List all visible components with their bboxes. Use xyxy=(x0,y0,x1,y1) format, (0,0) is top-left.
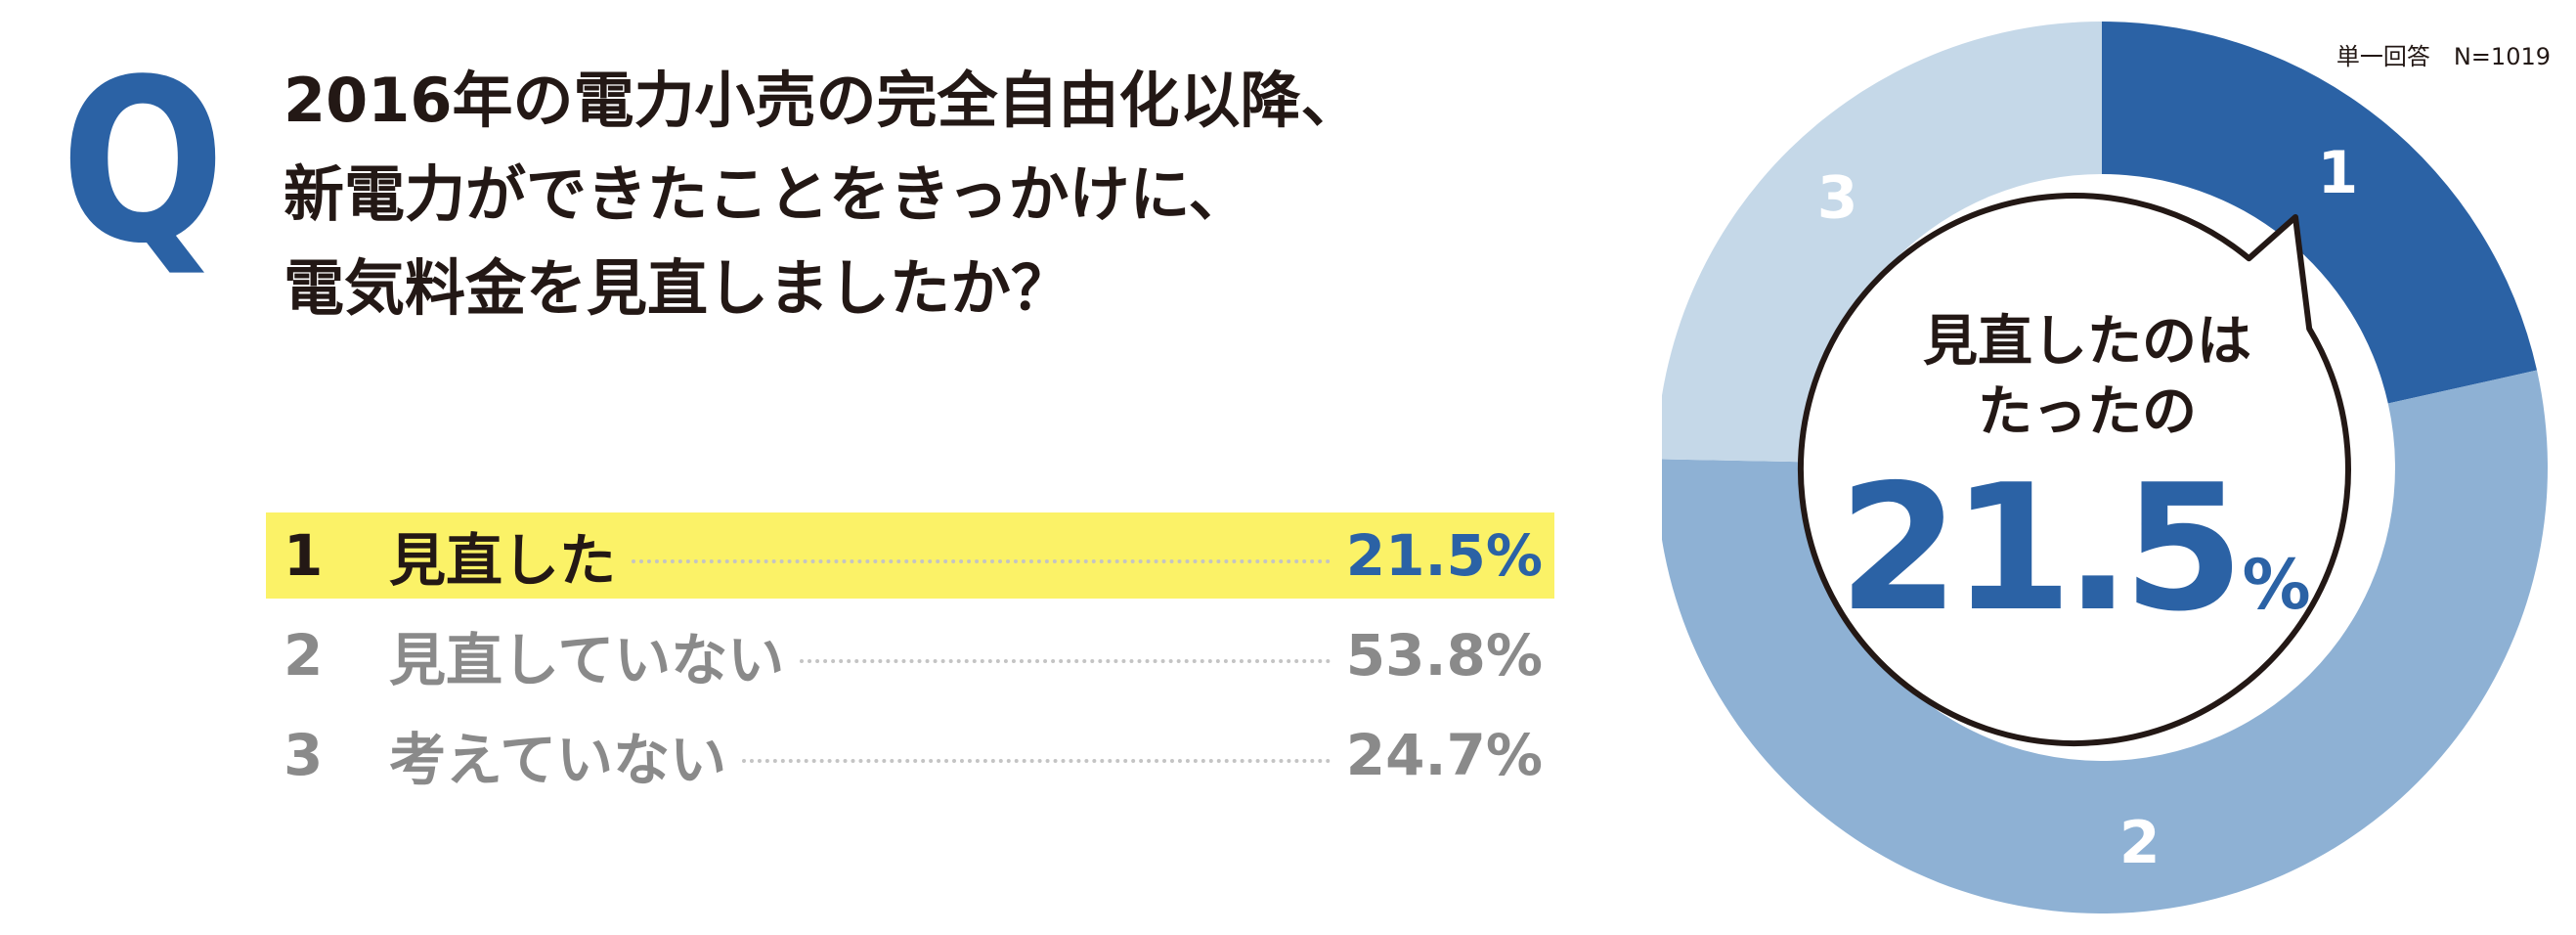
sample-note: 単一回答 N=1019 xyxy=(2336,43,2551,70)
answer-row-2: 2 見直していない 53.8% xyxy=(266,612,1554,698)
leader-dots xyxy=(632,559,1331,563)
slice-label-3: 3 xyxy=(1817,163,1858,232)
question-mark: Q xyxy=(61,32,226,293)
donut-slice-1 xyxy=(2102,22,2538,404)
answer-number: 3 xyxy=(284,722,324,788)
donut-slice-3 xyxy=(1662,22,2102,463)
leader-dots xyxy=(800,659,1331,663)
answer-percent: 21.5% xyxy=(1345,522,1543,589)
leader-dots xyxy=(742,759,1331,763)
slice-labels: 1 2 3 xyxy=(1817,139,2358,877)
callout-bubble: 見直したのは たったの 21.5% xyxy=(1798,193,2351,746)
answer-list: 1 見直した 21.5% 2 見直していない 53.8% 3 考えていない 24… xyxy=(266,512,1554,812)
question-line-3: 電気料金を見直しましたか？ xyxy=(284,252,1072,324)
callout-value-group: 21.5% xyxy=(1838,447,2310,649)
slice-label-1: 1 xyxy=(2317,139,2358,207)
answer-label: 考えていない xyxy=(389,727,727,793)
answer-label: 見直した xyxy=(389,527,617,594)
answer-number: 1 xyxy=(284,522,324,589)
donut-chart: 1 2 3 見直したのは たったの 21.5% xyxy=(1662,0,2576,935)
donut-slice-2 xyxy=(1662,370,2548,913)
answer-percent: 53.8% xyxy=(1345,622,1543,689)
question-line-2: 新電力ができたことをきっかけに、 xyxy=(284,158,1249,230)
callout-unit: % xyxy=(2243,545,2311,625)
answer-percent: 24.7% xyxy=(1345,722,1543,788)
question-line-1: 2016年の電力小売の完全自由化以降、 xyxy=(284,65,1362,136)
answer-label: 見直していない xyxy=(389,627,785,693)
answer-row-1: 1 見直した 21.5% xyxy=(266,512,1554,599)
answer-row-3: 3 考えていない 24.7% xyxy=(266,712,1554,798)
donut-svg: 1 2 3 見直したのは たったの 21.5% xyxy=(1662,22,2548,913)
callout-bubble-shape xyxy=(1798,193,2351,746)
slices xyxy=(1662,22,2548,913)
slice-label-2: 2 xyxy=(2119,809,2161,877)
callout-value: 21.5 xyxy=(1838,447,2236,649)
callout-line-1: 見直したのは xyxy=(1923,310,2251,374)
callout-line-2: たったの xyxy=(1978,380,2197,444)
question-text: 2016年の電力小売の完全自由化以降、 新電力ができたことをきっかけに、 電気料… xyxy=(284,70,1633,352)
answer-number: 2 xyxy=(284,622,324,689)
